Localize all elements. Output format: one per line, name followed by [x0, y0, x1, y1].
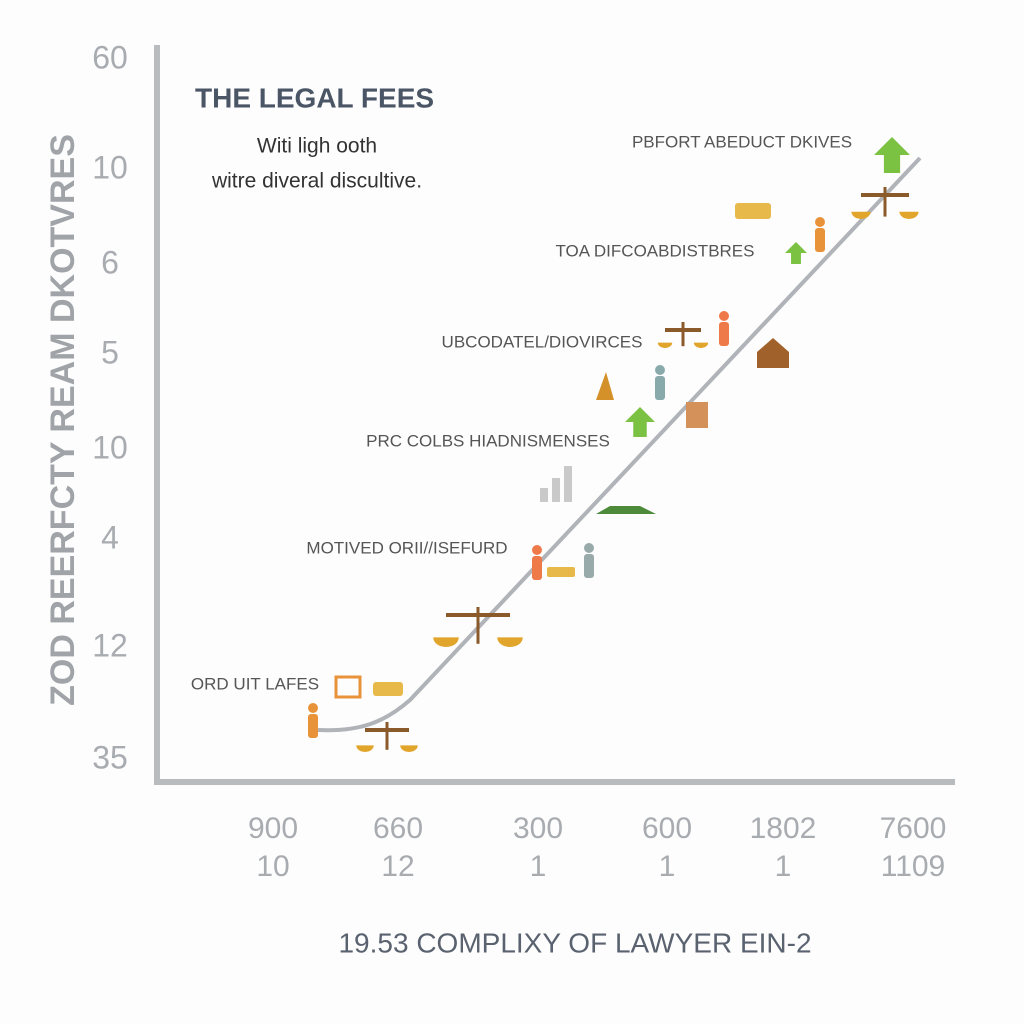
x-tick-label: 10 [256, 850, 289, 883]
person-icon [308, 703, 318, 713]
trend-line [317, 156, 922, 733]
x-tick-label: 300 [513, 812, 563, 845]
x-tick-label: 12 [381, 850, 414, 883]
arrow-icon [785, 242, 807, 264]
y-tick-label: 60 [92, 39, 128, 75]
annotation: TOA DIFCOABDISTBRES [555, 241, 754, 260]
gold-icon [547, 567, 575, 577]
person-icon [532, 545, 542, 555]
person-icon [719, 311, 729, 321]
x-tick-label: 1 [659, 850, 676, 883]
y-tick-label: 12 [92, 627, 128, 663]
x-tick-label: 7600 [880, 812, 947, 845]
arrow-icon [625, 407, 655, 437]
person-icon [815, 228, 825, 252]
subtitle: Witi ligh ooth [257, 135, 377, 158]
house-icon [757, 338, 789, 368]
x-tick-label: 1109 [881, 850, 946, 883]
annotation: PRC COLBS HIADNISMENSES [366, 431, 610, 450]
y-axis-title: ZOD REERFCTY REAM DKOTVRES [44, 134, 82, 706]
annotation: UBCODATEL/DIOVIRCES [442, 332, 643, 351]
chart-icon [552, 478, 560, 502]
x-tick-label: 1 [530, 850, 547, 883]
y-tick-label: 6 [101, 244, 119, 280]
annotation: PBFORT ABEDUCT DKIVES [632, 132, 852, 151]
y-tick-label: 10 [92, 429, 128, 465]
x-tick-label: 1802 [750, 812, 817, 845]
person-icon [308, 714, 318, 738]
scale-icon [851, 211, 871, 219]
icons [308, 137, 919, 752]
arrow-icon [874, 137, 910, 173]
box-icon [334, 675, 362, 699]
x-axis-title: 19.53 COMPLIXY OF LAWYER EIN-2 [338, 927, 811, 958]
person-icon [655, 365, 665, 375]
y-tick-label: 35 [92, 739, 128, 775]
x-tick-label: 660 [373, 812, 423, 845]
annotation: MOTIVED ORII//ISEFURD [306, 538, 507, 557]
x-tick-label: 600 [642, 812, 692, 845]
scale-icon [497, 637, 523, 648]
x-tick-label: 900 [248, 812, 298, 845]
y-tick-label: 4 [101, 519, 119, 555]
person-icon [655, 376, 665, 400]
scale-icon [400, 745, 418, 752]
y-tick-label: 10 [92, 149, 128, 185]
bell-icon [596, 372, 614, 400]
annotation: ORD UIT LAFES [191, 674, 319, 693]
desk-icon [686, 402, 708, 428]
land-icon [596, 506, 656, 514]
person-icon [532, 556, 542, 580]
subtitle: witre diveral discultive. [211, 170, 422, 193]
chart-icon [564, 466, 572, 502]
chart-icon [540, 488, 548, 502]
person-icon [815, 217, 825, 227]
gold-icon [373, 682, 403, 696]
scale-icon [693, 342, 709, 348]
person-icon [719, 322, 729, 346]
title: THE LEGAL FEES [195, 82, 434, 113]
scale-icon [433, 637, 459, 648]
scale-icon [356, 745, 374, 752]
y-tick-label: 5 [101, 334, 119, 370]
x-tick-label: 1 [775, 850, 792, 883]
scale-icon [899, 211, 919, 219]
person-icon [584, 543, 594, 553]
gold-icon [735, 203, 771, 219]
person-icon [584, 554, 594, 578]
scale-icon [657, 342, 673, 348]
